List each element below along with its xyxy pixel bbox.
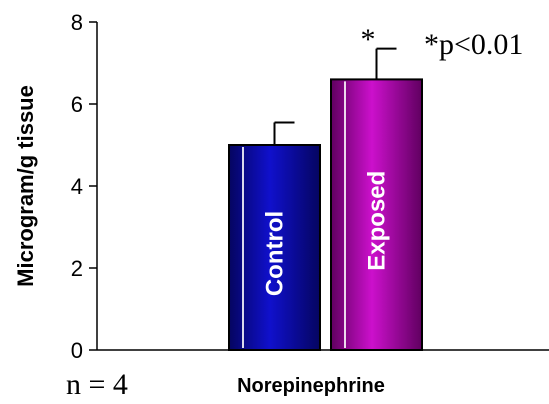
y-axis-title: Microgram/g tissue: [13, 85, 38, 287]
sample-size-label: n = 4: [66, 368, 128, 401]
y-tick-label: 4: [71, 174, 83, 199]
p-value-annotation: *p<0.01: [424, 28, 523, 61]
control-bar-label: Control: [262, 211, 289, 296]
bars-group: Control Exposed: [228, 47, 423, 352]
control-bar: [228, 144, 321, 351]
y-tick-label: 8: [71, 10, 83, 35]
y-tick-label: 2: [71, 256, 83, 281]
exposed-bar: [330, 78, 423, 352]
y-axis-ticks: 0 2 4 6 8: [71, 10, 97, 363]
x-axis-category-label: Norepinephrine: [237, 375, 385, 397]
y-tick-label: 0: [71, 338, 83, 363]
significance-star: *: [361, 23, 376, 56]
y-tick-label: 6: [71, 92, 83, 117]
exposed-bar-label: Exposed: [364, 171, 391, 271]
